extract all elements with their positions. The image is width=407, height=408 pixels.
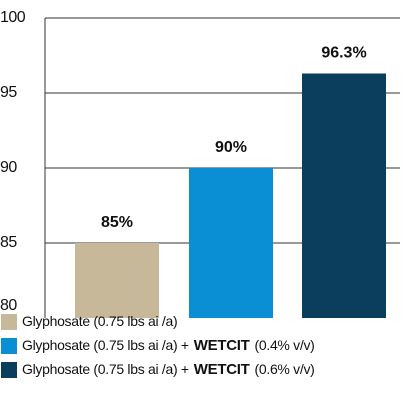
y-tick-label: 100 bbox=[0, 9, 26, 26]
bar bbox=[302, 73, 386, 318]
legend-text: (0.4% v/v) bbox=[255, 337, 315, 353]
legend-text: (0.6% v/v) bbox=[255, 361, 315, 377]
value-label: 96.3% bbox=[321, 45, 366, 62]
legend-text: WETCIT bbox=[194, 337, 250, 354]
y-tick-label: 90 bbox=[0, 159, 17, 176]
y-tick-label: 85 bbox=[0, 234, 17, 251]
y-tick-label: 95 bbox=[0, 84, 17, 101]
legend-text: WETCIT bbox=[194, 361, 250, 378]
legend-label: Glyphosate (0.75 lbs ai /a) bbox=[22, 313, 177, 329]
value-label: 90% bbox=[215, 139, 247, 156]
value-label: 85% bbox=[101, 214, 133, 231]
legend-swatch bbox=[1, 338, 17, 354]
y-tick-label: 80 bbox=[0, 297, 17, 314]
legend-swatch bbox=[1, 314, 17, 330]
legend-text: Glyphosate (0.75 lbs ai /a) + bbox=[22, 361, 189, 377]
bar bbox=[75, 243, 159, 318]
legend-swatch bbox=[1, 362, 17, 378]
legend-label: Glyphosate (0.75 lbs ai /a) + WETCIT (0.6%… bbox=[22, 361, 315, 378]
legend-label: Glyphosate (0.75 lbs ai /a) + WETCIT (0.4%… bbox=[22, 337, 315, 354]
legend-text: Glyphosate (0.75 lbs ai /a) + bbox=[22, 337, 189, 353]
legend-text: Glyphosate (0.75 lbs ai /a) bbox=[22, 313, 177, 329]
bar bbox=[189, 168, 273, 318]
